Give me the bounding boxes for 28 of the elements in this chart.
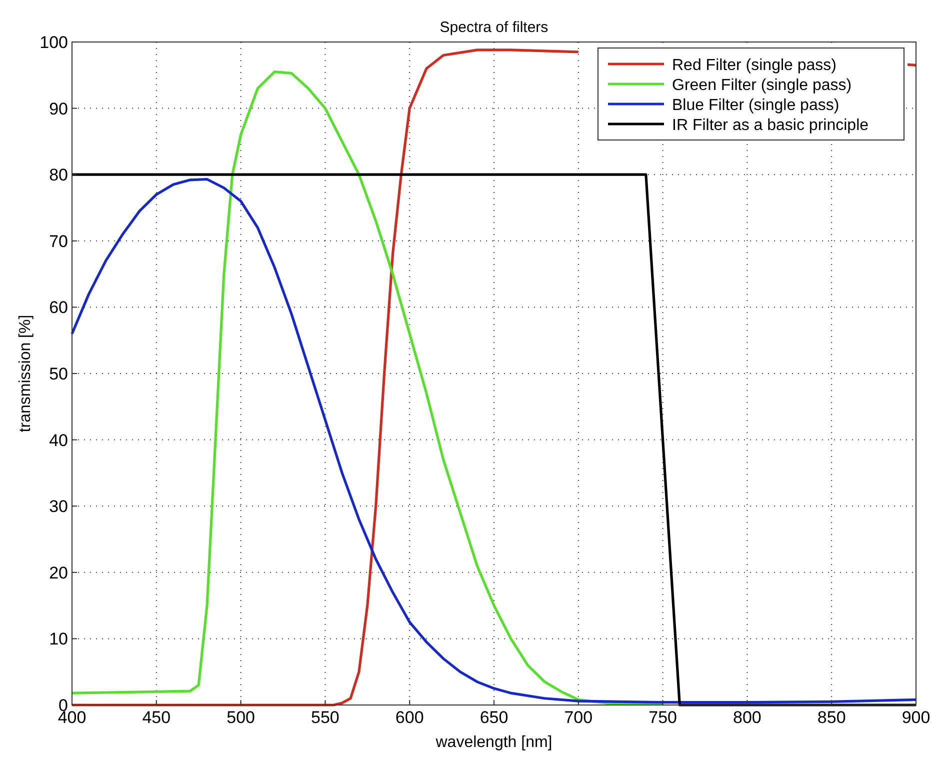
- x-tick-label: 600: [395, 708, 424, 727]
- x-tick-label: 750: [648, 708, 677, 727]
- y-axis-title: transmission [%]: [17, 314, 34, 432]
- x-tick-label: 850: [817, 708, 846, 727]
- y-tick-label: 40: [49, 430, 68, 450]
- legend-label: Red Filter (single pass): [672, 57, 836, 74]
- y-tick-label: 10: [49, 630, 68, 649]
- y-tick-label: 60: [49, 298, 68, 318]
- x-tick-label: 700: [564, 708, 593, 727]
- y-tick-label: 70: [49, 232, 68, 251]
- y-tick-label: 90: [49, 99, 68, 118]
- y-tick-label: 20: [49, 563, 68, 582]
- y-tick-label: 80: [49, 166, 68, 185]
- legend-label: IR Filter as a basic principle: [672, 117, 869, 134]
- x-tick-label: 900: [902, 708, 930, 727]
- x-tick-label: 500: [226, 708, 255, 727]
- y-tick-label: 50: [49, 364, 68, 384]
- x-tick-label: 800: [733, 708, 762, 727]
- y-tick-label: 30: [49, 497, 68, 516]
- x-tick-label: 450: [142, 708, 171, 727]
- x-tick-label: 650: [480, 708, 508, 727]
- chart-title: Spectra of filters: [440, 19, 548, 36]
- x-axis-title: wavelength [nm]: [434, 734, 552, 751]
- legend-label: Blue Filter (single pass): [672, 97, 840, 114]
- x-tick-label: 550: [311, 708, 340, 727]
- y-tick-label: 100: [40, 33, 68, 52]
- legend-label: Green Filter (single pass): [672, 77, 852, 94]
- line-series: [70, 70, 664, 705]
